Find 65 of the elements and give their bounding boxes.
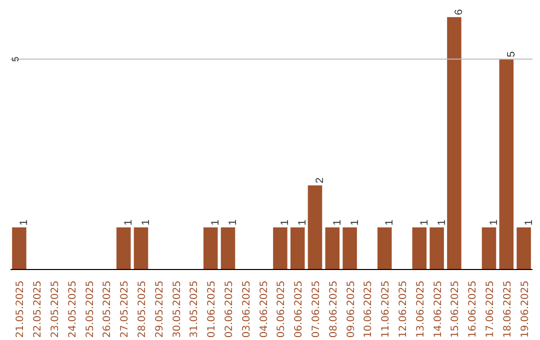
- bar: [220, 227, 236, 270]
- bar: [12, 227, 26, 270]
- x-tick-label: 25.05.2025: [84, 280, 96, 338]
- ref-line-label: 5: [10, 56, 20, 62]
- data-label: 1: [331, 219, 344, 226]
- x-tick-label: 17.06.2025: [485, 280, 496, 338]
- data-label: 1: [418, 219, 430, 226]
- bar: [499, 59, 514, 270]
- x-tick-label: 31.05.2025: [189, 280, 200, 338]
- data-label: 6: [453, 9, 466, 16]
- x-tick-label: 07.06.2025: [311, 280, 322, 338]
- bar: [273, 227, 288, 270]
- data-label: 1: [522, 219, 535, 226]
- data-label: 2: [314, 177, 326, 184]
- x-tick-label: 19.06.2025: [520, 280, 531, 338]
- bar: [430, 227, 444, 270]
- bar: [516, 227, 531, 270]
- data-label: 1: [436, 219, 448, 226]
- x-tick-label: 08.06.2025: [328, 280, 340, 338]
- data-label: 1: [384, 219, 396, 226]
- x-tick-label: 09.06.2025: [346, 280, 357, 338]
- bar: [377, 227, 392, 270]
- x-tick-label: 16.06.2025: [468, 280, 479, 338]
- x-tick-label: 13.06.2025: [415, 280, 426, 338]
- bar: [116, 227, 131, 270]
- x-tick-label: 28.05.2025: [137, 280, 148, 338]
- data-label: 1: [279, 219, 292, 226]
- data-label: 1: [296, 219, 309, 226]
- bar: [325, 227, 340, 270]
- x-tick-label: 01.06.2025: [206, 280, 218, 338]
- data-label: 1: [227, 219, 239, 226]
- x-tick-label: 27.05.2025: [120, 280, 131, 338]
- bar: [342, 227, 357, 270]
- x-tick-label: 04.06.2025: [258, 280, 270, 338]
- x-tick-label: 29.05.2025: [154, 280, 166, 338]
- data-label: 1: [348, 219, 361, 226]
- x-tick-label: 21.05.2025: [15, 280, 26, 338]
- bar: [308, 185, 322, 270]
- x-tick-label: 06.06.2025: [294, 280, 305, 338]
- x-tick-label: 30.05.2025: [172, 280, 183, 338]
- data-label: 1: [210, 219, 222, 226]
- x-tick-label: 15.06.2025: [450, 280, 462, 338]
- x-tick-label: 03.06.2025: [241, 280, 252, 338]
- x-tick-label: 02.06.2025: [224, 280, 235, 338]
- x-tick-label: 23.05.2025: [50, 280, 61, 338]
- data-label: 1: [140, 219, 152, 226]
- data-label: 5: [505, 51, 518, 58]
- data-label: 1: [122, 219, 135, 226]
- bar: [412, 227, 427, 270]
- x-tick-label: 26.05.2025: [102, 280, 114, 338]
- x-tick-label: 12.06.2025: [398, 280, 409, 338]
- x-tick-label: 18.06.2025: [502, 280, 514, 338]
- bar: [134, 227, 148, 270]
- bar: [447, 17, 462, 270]
- bar: [482, 227, 496, 270]
- x-tick-label: 10.06.2025: [363, 280, 374, 338]
- x-tick-label: 11.06.2025: [380, 280, 392, 338]
- bar: [290, 227, 305, 270]
- x-tick-label: 22.05.2025: [32, 280, 44, 338]
- x-tick-label: 05.06.2025: [276, 280, 288, 338]
- data-label: 1: [488, 219, 500, 226]
- data-label: 1: [18, 219, 30, 226]
- x-tick-label: 14.06.2025: [432, 280, 444, 338]
- x-tick-label: 24.05.2025: [67, 280, 78, 338]
- bar: [203, 227, 218, 270]
